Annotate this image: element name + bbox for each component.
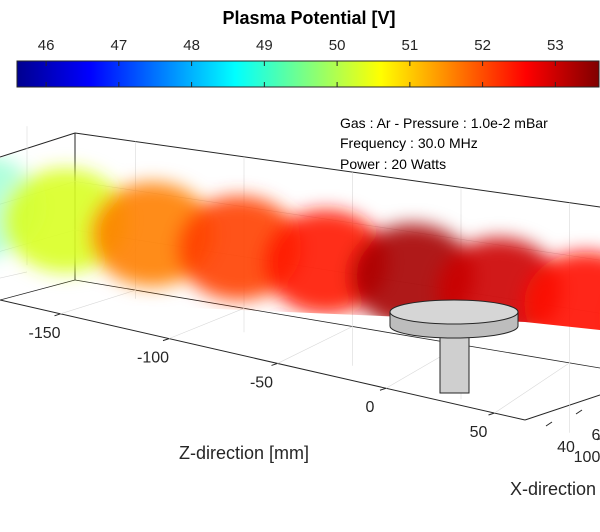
x-tick-label: 6	[592, 427, 600, 444]
info-frequency: Frequency : 30.0 MHz	[340, 135, 478, 151]
surface-blur-group	[0, 154, 600, 330]
x-tick-mark	[545, 421, 553, 427]
colorbar-tick-label: 49	[256, 37, 273, 54]
x-axis-ticks: 40 6	[545, 409, 600, 456]
z-tick-label: -50	[250, 374, 273, 391]
z-axis-label: Z-direction [mm]	[179, 443, 309, 463]
colorbar-tick-label: 52	[474, 37, 491, 54]
z-tick-label: -100	[137, 350, 169, 367]
grid-line	[60, 289, 136, 315]
grid-line	[277, 326, 353, 364]
colorbar-tick-label: 47	[111, 37, 128, 54]
x-axis-label: X-direction	[510, 479, 596, 499]
z-tick-mark	[596, 438, 600, 441]
electrode-icon	[389, 299, 519, 394]
colorbar-tick-label: 51	[402, 37, 419, 54]
grid-line	[494, 362, 570, 414]
x-tick-mark	[575, 409, 583, 415]
colorbar-tick-label: 53	[547, 37, 564, 54]
z-tick-label: 100	[574, 449, 600, 466]
grid-line	[0, 271, 28, 279]
z-tick-mark	[271, 362, 278, 366]
colorbar-tick-label: 50	[329, 37, 346, 54]
colorbar-tick-marks	[45, 61, 556, 87]
x-tick-label: 40	[557, 439, 575, 456]
z-tick-mark	[488, 412, 495, 416]
z-tick-label: 0	[366, 399, 375, 416]
info-power: Power : 20 Watts	[340, 156, 446, 172]
chart-title: Plasma Potential [V]	[222, 8, 395, 28]
info-gas-pressure: Gas : Ar - Pressure : 1.0e-2 mBar	[340, 115, 548, 131]
info-box: Gas : Ar - Pressure : 1.0e-2 mBar Freque…	[340, 115, 548, 172]
z-tick-label: 50	[470, 424, 488, 441]
colorbar-tick-label: 46	[38, 37, 55, 54]
z-tick-mark	[162, 338, 170, 342]
grid-line	[168, 308, 245, 339]
colorbar	[16, 60, 600, 88]
plasma-potential-surface	[0, 154, 600, 330]
z-tick-mark	[54, 313, 61, 317]
z-tick-label: -150	[28, 325, 60, 342]
z-tick-mark	[379, 387, 387, 391]
colorbar-tick-labels: 46 47 48 49 50 51 52 53	[38, 37, 564, 54]
colorbar-tick-label: 48	[183, 37, 200, 54]
